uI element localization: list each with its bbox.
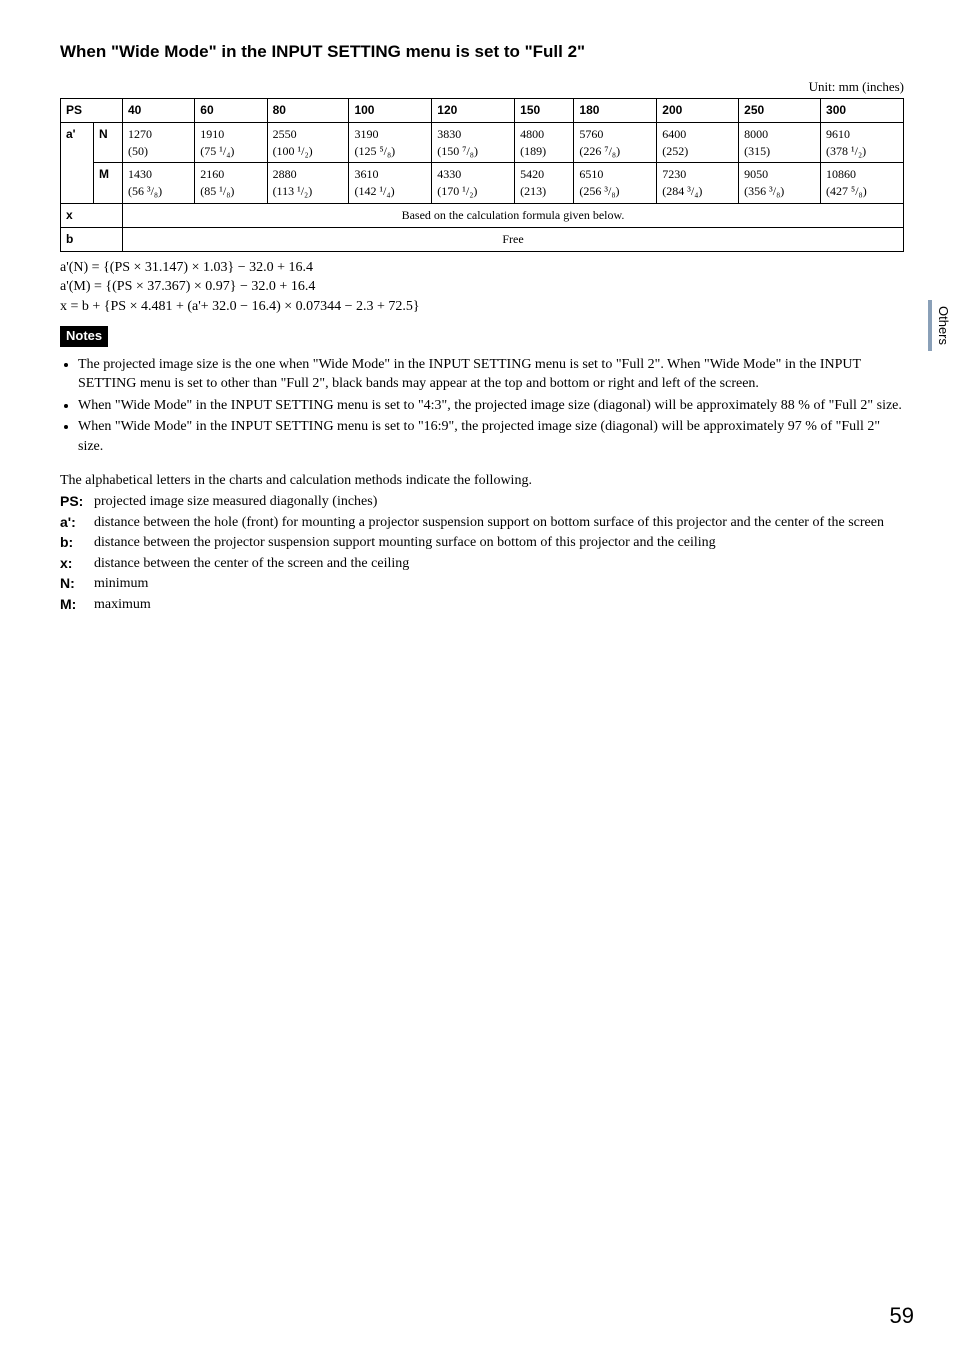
definition-item: PS:projected image size measured diagona… bbox=[60, 492, 904, 512]
cell: 4330(170 ¹/₂) bbox=[432, 163, 515, 204]
definitions-list: PS:projected image size measured diagona… bbox=[60, 492, 904, 615]
cell: 5760(226 ⁷/₈) bbox=[574, 122, 657, 163]
x-row-header: x bbox=[61, 203, 123, 227]
col-header: 300 bbox=[821, 98, 904, 122]
col-header: 180 bbox=[574, 98, 657, 122]
section-heading: When "Wide Mode" in the INPUT SETTING me… bbox=[60, 40, 904, 64]
b-row-text: Free bbox=[123, 227, 904, 251]
table-row: a' N 1270(50) 1910(75 ¹/₄) 2550(100 ¹/₂)… bbox=[61, 122, 904, 163]
note-item: When "Wide Mode" in the INPUT SETTING me… bbox=[78, 396, 904, 416]
cell: 2160(85 ¹/₈) bbox=[195, 163, 267, 204]
definitions-intro: The alphabetical letters in the charts a… bbox=[60, 471, 904, 491]
cell: 3190(125 ⁵/₈) bbox=[349, 122, 432, 163]
cell: 8000(315) bbox=[739, 122, 821, 163]
col-header: 120 bbox=[432, 98, 515, 122]
cell: 1910(75 ¹/₄) bbox=[195, 122, 267, 163]
definition-item: b:distance between the projector suspens… bbox=[60, 533, 904, 553]
formula-line: a'(N) = {(PS × 31.147) × 1.03} − 32.0 + … bbox=[60, 258, 904, 278]
side-tab-others: Others bbox=[928, 300, 954, 351]
x-row-text: Based on the calculation formula given b… bbox=[123, 203, 904, 227]
cell: 1270(50) bbox=[123, 122, 195, 163]
table-header-row: PS 40 60 80 100 120 150 180 200 250 300 bbox=[61, 98, 904, 122]
col-header: 150 bbox=[515, 98, 574, 122]
cell: 2880(113 ¹/₂) bbox=[267, 163, 349, 204]
formula-line: a'(M) = {(PS × 37.367) × 0.97} − 32.0 + … bbox=[60, 277, 904, 297]
cell: 9050(356 ³/₈) bbox=[739, 163, 821, 204]
notes-label: Notes bbox=[60, 326, 108, 346]
col-header: 60 bbox=[195, 98, 267, 122]
m-sublabel: M bbox=[94, 163, 123, 204]
cell: 3830(150 ⁷/₈) bbox=[432, 122, 515, 163]
cell: 7230(284 ³/₄) bbox=[657, 163, 739, 204]
b-row-header: b bbox=[61, 227, 123, 251]
cell: 2550(100 ¹/₂) bbox=[267, 122, 349, 163]
cell: 6510(256 ³/₈) bbox=[574, 163, 657, 204]
col-header: 250 bbox=[739, 98, 821, 122]
cell: 6400(252) bbox=[657, 122, 739, 163]
table-row: x Based on the calculation formula given… bbox=[61, 203, 904, 227]
definition-item: M:maximum bbox=[60, 595, 904, 615]
cell: 5420(213) bbox=[515, 163, 574, 204]
unit-label: Unit: mm (inches) bbox=[60, 78, 904, 96]
col-header: 40 bbox=[123, 98, 195, 122]
cell: 10860(427 ⁵/₈) bbox=[821, 163, 904, 204]
notes-list: The projected image size is the one when… bbox=[60, 355, 904, 457]
note-item: When "Wide Mode" in the INPUT SETTING me… bbox=[78, 417, 904, 456]
cell: 3610(142 ¹/₄) bbox=[349, 163, 432, 204]
col-header: 80 bbox=[267, 98, 349, 122]
ps-header: PS bbox=[61, 98, 123, 122]
projection-table: PS 40 60 80 100 120 150 180 200 250 300 … bbox=[60, 98, 904, 252]
formula-line: x = b + {PS × 4.481 + (a'+ 32.0 − 16.4) … bbox=[60, 297, 904, 317]
definition-item: x:distance between the center of the scr… bbox=[60, 554, 904, 574]
table-row: b Free bbox=[61, 227, 904, 251]
note-item: The projected image size is the one when… bbox=[78, 355, 904, 394]
cell: 1430(56 ³/₈) bbox=[123, 163, 195, 204]
formula-block: a'(N) = {(PS × 31.147) × 1.03} − 32.0 + … bbox=[60, 258, 904, 317]
definition-item: a':distance between the hole (front) for… bbox=[60, 513, 904, 533]
page-number: 59 bbox=[890, 1301, 914, 1332]
definition-item: N:minimum bbox=[60, 574, 904, 594]
a-prime-header: a' bbox=[61, 122, 94, 203]
cell: 9610(378 ¹/₂) bbox=[821, 122, 904, 163]
cell: 4800(189) bbox=[515, 122, 574, 163]
table-row: M 1430(56 ³/₈) 2160(85 ¹/₈) 2880(113 ¹/₂… bbox=[61, 163, 904, 204]
col-header: 100 bbox=[349, 98, 432, 122]
n-sublabel: N bbox=[94, 122, 123, 163]
col-header: 200 bbox=[657, 98, 739, 122]
